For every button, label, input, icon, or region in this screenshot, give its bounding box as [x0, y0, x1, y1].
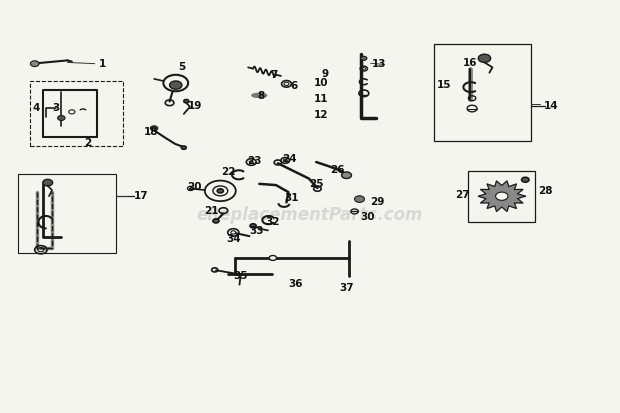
Text: 4: 4: [32, 103, 40, 113]
Circle shape: [184, 100, 188, 103]
Polygon shape: [478, 181, 525, 211]
Circle shape: [521, 177, 529, 182]
Text: 34: 34: [226, 234, 241, 244]
Bar: [30, 81, 123, 145]
Text: 12: 12: [314, 110, 329, 120]
Text: 22: 22: [221, 166, 236, 176]
Polygon shape: [252, 93, 267, 97]
Circle shape: [478, 54, 490, 62]
Text: 14: 14: [544, 101, 559, 111]
Circle shape: [342, 172, 352, 178]
Circle shape: [151, 126, 158, 131]
Text: 7: 7: [270, 70, 277, 80]
Text: 9: 9: [321, 69, 329, 79]
Text: 32: 32: [265, 217, 280, 227]
Text: 19: 19: [187, 101, 202, 111]
Text: 27: 27: [455, 190, 469, 200]
Text: 6: 6: [290, 81, 298, 91]
Circle shape: [269, 256, 277, 261]
Circle shape: [170, 81, 182, 89]
Text: 3: 3: [52, 103, 60, 113]
Text: 28: 28: [538, 186, 552, 196]
Circle shape: [361, 56, 367, 60]
Text: 33: 33: [249, 226, 264, 236]
Text: 30: 30: [361, 212, 375, 222]
Text: 23: 23: [247, 156, 262, 166]
Text: 31: 31: [284, 193, 298, 203]
Text: 5: 5: [178, 62, 185, 72]
Circle shape: [495, 192, 508, 200]
Text: 36: 36: [288, 279, 303, 289]
Circle shape: [250, 224, 256, 228]
Text: 13: 13: [372, 59, 386, 69]
Text: 18: 18: [144, 127, 159, 137]
Circle shape: [213, 219, 219, 223]
Text: 11: 11: [314, 95, 329, 104]
Text: 2: 2: [84, 138, 91, 148]
Circle shape: [58, 116, 65, 121]
Circle shape: [181, 146, 186, 149]
Text: 26: 26: [330, 165, 344, 175]
Circle shape: [217, 189, 223, 193]
Text: 8: 8: [257, 91, 265, 101]
Text: eReplacementParts.com: eReplacementParts.com: [197, 206, 423, 224]
Text: 15: 15: [436, 80, 451, 90]
Text: 35: 35: [234, 271, 248, 281]
Text: 1: 1: [99, 59, 105, 69]
Bar: [18, 174, 116, 253]
Text: 25: 25: [309, 179, 323, 189]
Text: 17: 17: [134, 191, 148, 201]
Text: 16: 16: [463, 58, 477, 68]
Circle shape: [30, 61, 39, 66]
Text: 24: 24: [282, 154, 297, 164]
Text: 37: 37: [340, 283, 354, 293]
Circle shape: [355, 196, 365, 202]
Bar: [434, 44, 531, 141]
Text: 20: 20: [187, 182, 202, 192]
Bar: [467, 171, 534, 222]
Circle shape: [43, 179, 53, 186]
Text: 29: 29: [371, 197, 385, 207]
Text: 21: 21: [204, 206, 218, 216]
Text: 10: 10: [314, 78, 329, 88]
